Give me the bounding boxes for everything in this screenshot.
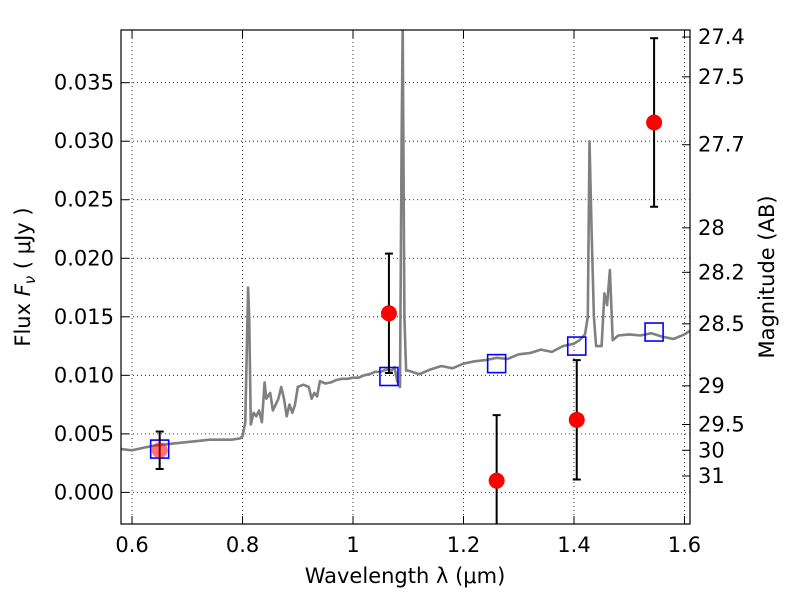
magnitude-tick-label: 31 — [698, 464, 725, 488]
y-axis-title-prefix: Flux — [11, 296, 35, 346]
x-tick-label: 1.4 — [557, 533, 590, 557]
axis-ticks — [121, 30, 690, 524]
magnitude-tick-label: 28.2 — [698, 260, 745, 284]
magnitude-tick-label: 28.5 — [698, 312, 745, 336]
observed-flux-point — [488, 472, 505, 489]
y-axis-title-unit: ( μJy ) — [11, 207, 35, 275]
magnitude-axis-title: Magnitude (AB) — [755, 195, 779, 358]
y-tick-label: 0.005 — [54, 422, 114, 446]
y-tick-label: 0.035 — [54, 71, 114, 95]
x-tick-label: 0.8 — [226, 533, 259, 557]
observed-flux-point — [568, 411, 585, 428]
observed-flux-point — [646, 114, 663, 131]
y-tick-label: 0.010 — [54, 363, 114, 387]
model-square-marker — [486, 353, 507, 374]
magnitude-tick-label: 29 — [698, 374, 725, 398]
x-tick-label: 0.6 — [115, 533, 148, 557]
y-tick-label: 0.030 — [54, 129, 114, 153]
y-tick-label: 0.025 — [54, 188, 114, 212]
grid-lines — [121, 30, 690, 524]
plot-frame — [120, 29, 691, 525]
observed-flux-point — [151, 442, 168, 459]
y-tick-label: 0.015 — [54, 305, 114, 329]
magnitude-tick-label: 27.4 — [698, 25, 745, 49]
y-tick-label: 0.000 — [54, 480, 114, 504]
x-tick-label: 1.2 — [447, 533, 480, 557]
photometry-layer — [149, 37, 664, 524]
y-axis-title-subscript: ν — [21, 276, 39, 284]
magnitude-tick-label: 28 — [698, 216, 725, 240]
x-tick-label: 1.6 — [668, 533, 701, 557]
model-square-marker — [566, 336, 587, 356]
magnitude-tick-label: 30 — [698, 438, 725, 462]
model-square-marker — [644, 322, 664, 342]
spectrum-layer — [121, 30, 690, 452]
magnitude-tick-label: 27.5 — [698, 65, 745, 89]
tick-labels: 0.6 0.8 1 1.2 1.4 1.6 0.000 0.005 0.010 0.015 0.02… — [54, 25, 745, 557]
y-axis-title-symbol: F — [11, 283, 35, 296]
spectrum-line — [121, 30, 690, 452]
y-axis-title: Flux Fν ( μJy ) — [11, 207, 39, 346]
observed-flux-point — [380, 305, 397, 322]
magnitude-tick-label: 29.5 — [698, 412, 745, 436]
magnitude-tick-label: 27.7 — [698, 133, 745, 157]
x-axis-title: Wavelength λ (μm) — [305, 564, 506, 588]
y-tick-label: 0.020 — [54, 246, 114, 270]
x-tick-label: 1 — [346, 533, 359, 557]
